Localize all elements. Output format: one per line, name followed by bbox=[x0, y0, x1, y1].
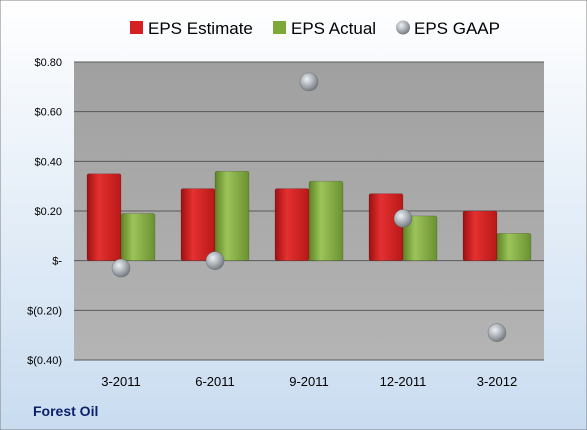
legend-label-actual: EPS Actual bbox=[291, 19, 376, 38]
x-tick-label: 3-2012 bbox=[477, 374, 517, 389]
x-tick-label: 3-2011 bbox=[101, 374, 141, 389]
bar-estimate bbox=[86, 173, 122, 261]
x-tick-label: 6-2011 bbox=[195, 374, 235, 389]
company-label: Forest Oil bbox=[33, 403, 98, 419]
point-gaap bbox=[393, 209, 413, 228]
point-gaap bbox=[111, 258, 131, 278]
bar-estimate bbox=[368, 193, 404, 261]
bar-actual bbox=[308, 180, 344, 261]
y-tick-label: $(0.40) bbox=[27, 355, 62, 367]
x-axis: 3-2011 6-2011 9-2011 12-2011 3-2012 bbox=[101, 374, 517, 389]
y-axis: $(0.40) $(0.20) $- $0.20 $0.40 $0.60 $0.80 bbox=[27, 57, 62, 367]
bar-estimate bbox=[274, 188, 310, 261]
bar-estimate bbox=[180, 188, 216, 261]
y-tick-label: $0.60 bbox=[34, 107, 62, 119]
legend-swatch-estimate bbox=[130, 21, 143, 34]
chart-marks bbox=[86, 72, 532, 342]
point-gaap bbox=[487, 323, 507, 342]
bar-actual bbox=[120, 213, 156, 261]
y-tick-label: $0.40 bbox=[34, 156, 62, 168]
y-tick-label: $0.80 bbox=[34, 57, 62, 69]
bar-actual bbox=[402, 215, 438, 261]
bar-estimate bbox=[462, 210, 498, 261]
legend-swatch-actual bbox=[273, 21, 286, 34]
legend: EPS Estimate EPS Actual EPS GAAP bbox=[130, 19, 500, 38]
y-tick-label: $- bbox=[52, 256, 62, 268]
bar-actual bbox=[214, 170, 250, 261]
y-tick-label: $0.20 bbox=[34, 206, 62, 218]
bar-actual bbox=[496, 233, 532, 261]
point-gaap bbox=[299, 72, 319, 92]
legend-label-gaap: EPS GAAP bbox=[414, 19, 500, 38]
x-tick-label: 12-2011 bbox=[380, 374, 427, 389]
legend-swatch-gaap bbox=[396, 20, 410, 35]
point-gaap bbox=[205, 251, 225, 270]
x-tick-label: 9-2011 bbox=[289, 374, 329, 389]
y-tick-label: $(0.20) bbox=[27, 305, 62, 317]
legend-label-estimate: EPS Estimate bbox=[148, 19, 253, 38]
